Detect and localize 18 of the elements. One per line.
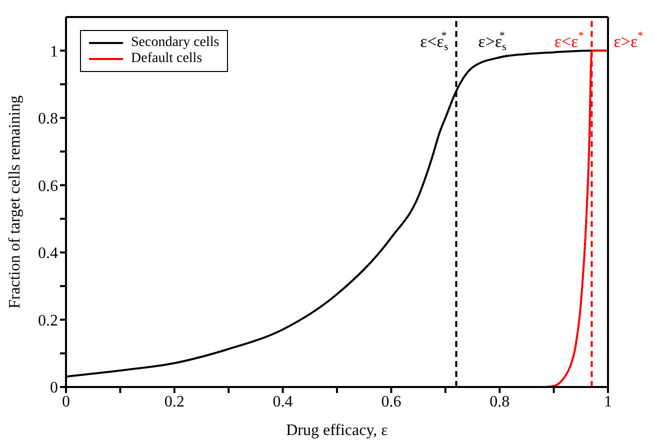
text: ε>ε$^{*}$: [614, 30, 644, 51]
x-tick-label: 0.4: [272, 393, 293, 410]
y-tick-label: 0: [50, 380, 58, 397]
x-tick-label: 1: [604, 393, 612, 410]
y-tick-label: 0.6: [38, 178, 58, 195]
y-axis-title: Fraction of target cells remaining: [6, 96, 24, 308]
x-tick-label: 0.8: [490, 393, 510, 410]
annotation: ε<ε$^{*}$: [554, 30, 584, 51]
x-tick-label: 0.6: [381, 393, 402, 410]
legend-label: Secondary cells: [131, 35, 220, 51]
y-tick-label: 1: [50, 43, 58, 60]
x-tick-label: 0: [62, 393, 70, 410]
y-tick-label: 0.4: [38, 245, 58, 262]
x-axis-title: Drug efficacy, ε: [286, 422, 388, 439]
x-tick-label: 0.2: [164, 393, 184, 410]
y-tick-label: 0.8: [38, 110, 58, 128]
y-tick-label: 0.2: [38, 312, 58, 330]
legend-label: Default cells: [131, 51, 202, 67]
